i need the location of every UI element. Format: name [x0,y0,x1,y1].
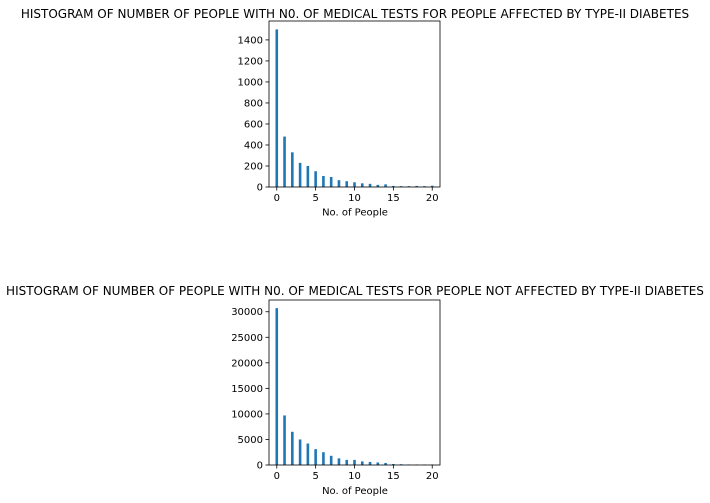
chart1-xtick-label: 20 [426,193,439,204]
chart1-bar-0 [275,29,279,187]
chart2-bar-2 [291,431,294,465]
chart1-bar-11 [360,183,364,187]
chart2-ytick-label: 25000 [231,333,263,344]
chart1-ytick-label: 600 [244,119,263,130]
chart1-bar-15 [392,185,395,187]
chart2-ytick-label: 0 [257,461,263,472]
chart1-xtick-label: 15 [387,193,400,204]
chart2-ytick-label: 30000 [231,307,263,318]
chart2-bar-15 [392,463,395,465]
chart2-xtick-label: 10 [348,471,361,482]
chart2-xtick-label: 20 [426,471,439,482]
chart1-bar-20 [430,185,434,187]
chart1-bar-13 [376,184,380,187]
chart2-bar-10 [353,459,356,465]
chart2-ytick-label: 15000 [231,384,263,395]
chart1-bar-14 [384,184,387,187]
chart2-bar-0 [275,308,279,465]
chart2-bar-7 [329,455,333,465]
chart1-xtick-label: 0 [274,193,280,204]
chart1-bar-12 [368,183,372,187]
chart1-bar-2 [291,152,294,187]
chart2-bar-12 [368,461,372,465]
chart1-bar-17 [407,186,411,187]
chart1-bar-8 [337,180,341,187]
chart1-bar-16 [399,186,403,187]
chart1-bar-10 [353,182,356,187]
chart1-axes-frame [268,20,441,188]
chart2-xtick-label: 0 [274,471,280,482]
chart1-bar-1 [283,136,286,187]
chart1-bar-3 [298,162,302,187]
chart1-bar-18 [415,185,418,187]
chart2-ytick-label: 20000 [231,358,263,369]
chart1-ytick-label: 400 [244,140,263,151]
chart1-ytick-label: 200 [244,161,263,172]
chart1-bar-6 [322,175,325,187]
chart1-bar-9 [345,181,349,187]
chart2-bar-3 [298,439,302,465]
chart2-bar-5 [314,449,317,465]
chart1-bar-19 [423,186,426,187]
chart2-bar-14 [384,462,387,465]
chart2-xtick-label: 15 [387,471,400,482]
chart1-xtick-label: 10 [348,193,361,204]
chart2-bar-11 [360,461,364,465]
chart1-title: HISTOGRAM OF NUMBER OF PEOPLE WITH N0. O… [21,7,689,21]
chart2-bar-4 [306,443,310,465]
chart1-ytick-label: 0 [257,183,263,194]
chart2-plot-area: 0 5 10 15 20 0 5000 10000 15000 20000 25000 30000 [231,299,441,482]
chart1-bar-7 [329,177,333,187]
chart2-bar-13 [376,462,380,465]
chart1-xtick-label: 5 [312,193,318,204]
chart2-title: HISTOGRAM OF NUMBER OF PEOPLE WITH N0. O… [6,284,704,298]
chart2-bar-6 [322,452,325,465]
chart1-bar-5 [314,171,317,187]
chart2-bar-8 [337,458,341,465]
chart1-ytick-label: 1200 [238,56,263,67]
chart1-ytick-label: 1400 [238,35,263,46]
chart1-ytick-label: 800 [244,98,263,109]
chart1-xlabel: No. of People [322,208,388,219]
chart1-bar-4 [306,165,310,187]
chart2-xtick-label: 5 [312,471,318,482]
chart2-bar-9 [345,459,349,465]
chart1-ytick-label: 1000 [238,77,263,88]
chart2-ytick-label: 5000 [238,435,263,446]
chart2-xlabel: No. of People [322,486,388,497]
chart2-axes-frame [268,299,441,466]
chart2-ytick-label: 10000 [231,409,263,420]
chart2-bar-1 [283,415,286,465]
